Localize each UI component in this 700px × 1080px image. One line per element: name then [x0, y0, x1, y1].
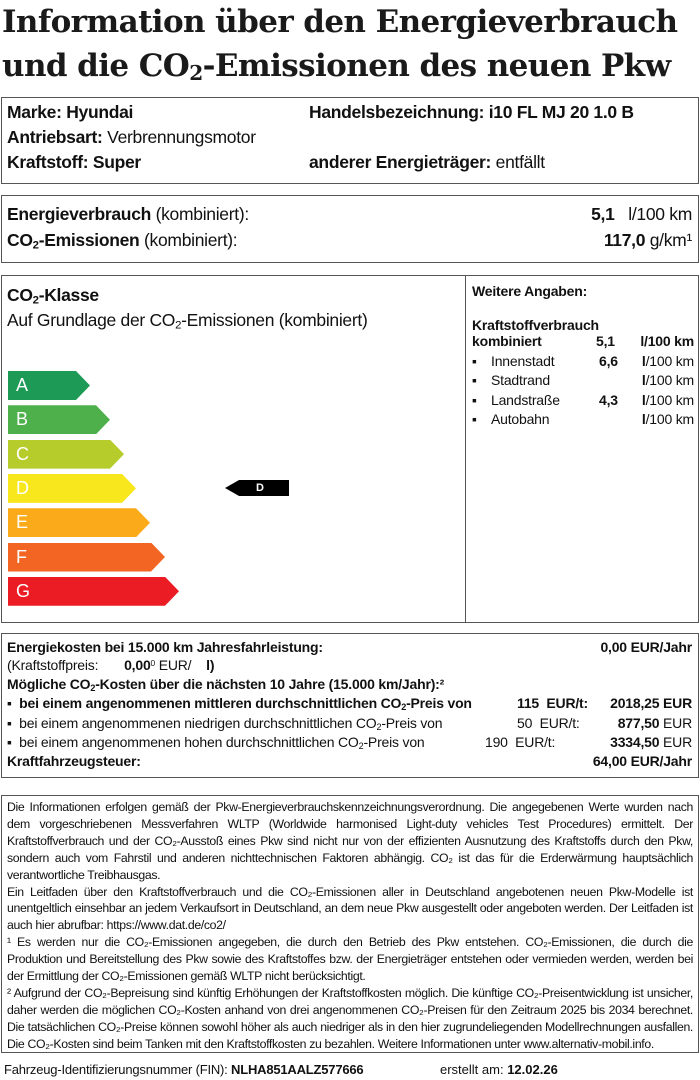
kraftstoff: Kraftstoff: Super: [7, 152, 141, 172]
current-class-label: D: [256, 482, 264, 494]
energieverbrauch-label: Energieverbrauch (kombiniert):: [7, 204, 249, 224]
co2-class-bar-e: E: [8, 508, 150, 537]
kraftstoffverbrauch-label: Kraftstoffverbrauch: [472, 317, 599, 333]
erstellt-am: erstellt am: 12.02.26: [440, 1062, 558, 1077]
fin: Fahrzeug-Identifizierungsnummer (FIN): N…: [4, 1062, 364, 1077]
current-class-marker: D: [225, 480, 289, 496]
co2-class-bar-c: C: [8, 440, 124, 469]
co2-class-subheading: Auf Grundlage der CO2-Emissionen (kombin…: [7, 310, 368, 332]
weitere-angaben: Weitere Angaben: Kraftstoffverbrauch kom…: [472, 283, 694, 431]
divider: [465, 276, 466, 622]
footnote-1: ¹ Es werden nur die CO₂-Emissionen angeg…: [7, 935, 693, 984]
kfz-steuer-label: Kraftfahrzeugsteuer:: [7, 753, 141, 769]
co2-class-bar-d: D: [8, 474, 136, 503]
energiekosten-value: 0,00 EUR/Jahr: [600, 639, 692, 655]
verbrauch-row: ▪ Stadtrand l/100 km: [472, 372, 694, 388]
anderer-energietraeger: anderer Energieträger: entfällt: [309, 152, 545, 172]
handelsbezeichnung: Handelsbezeichnung: i10 FL MJ 20 1.0 B: [309, 102, 634, 122]
co2-class-bar-f: F: [8, 543, 165, 572]
verbrauch-row: ▪ Landstraße 4,3 l/100 km: [472, 391, 694, 408]
antriebsart: Antriebsart: Verbrennungsmotor: [7, 127, 256, 147]
energiekosten-label: Energiekosten bei 15.000 km Jahresfahrle…: [7, 639, 323, 655]
marke: Marke: Hyundai: [7, 102, 134, 122]
co2-emissionen-label: CO2-Emissionen (kombiniert):: [7, 230, 238, 252]
consumption-box: Energieverbrauch (kombiniert): 5,1 l/100…: [1, 195, 699, 263]
note-info: Die Informationen erfolgen gemäß der Pkw…: [7, 800, 693, 882]
kombiniert-row: kombiniert 5,1 l/100 km: [472, 333, 694, 349]
vehicle-box: Marke: Hyundai Handelsbezeichnung: i10 F…: [1, 97, 699, 184]
footnote-2: ² Aufgrund der CO₂-Bepreisung sind künft…: [7, 985, 693, 1051]
page-title: Information über den Energieverbrauch un…: [2, 0, 678, 95]
co2-class-bar-g: G: [8, 577, 179, 606]
co2-kosten-heading: Mögliche CO2-Kosten über die nächsten 10…: [7, 676, 445, 693]
verbrauch-row: ▪ Autobahn l/100 km: [472, 411, 694, 427]
co2-class-bar-a: A: [8, 371, 90, 400]
verbrauch-row: ▪ Innenstadt 6,6 l/100 km: [472, 352, 694, 369]
co2-emissionen-value: 117,0 g/km¹: [603, 230, 692, 250]
notes-box: Die Informationen erfolgen gemäß der Pkw…: [1, 795, 699, 1053]
co2-class-bar-b: B: [8, 405, 110, 434]
title-line-2: und die CO2-Emissionen des neuen Pkw: [2, 48, 671, 86]
kraftstoffpreis: (Kraftstoffpreis: 0,000 EUR/ l): [7, 657, 215, 673]
title-line-1: Information über den Energieverbrauch: [2, 4, 678, 40]
note-leitfaden: Ein Leitfaden über den Kraftstoffverbrau…: [7, 884, 693, 933]
co2-class-heading: CO2-Klasse: [7, 285, 99, 307]
co2-class-box: CO2-Klasse Auf Grundlage der CO2-Emissio…: [1, 275, 699, 623]
weitere-heading: Weitere Angaben:: [472, 283, 588, 299]
energieverbrauch-value: 5,1 l/100 km: [591, 204, 692, 224]
kfz-steuer-value: 64,00 EUR/Jahr: [592, 753, 692, 769]
costs-box: Energiekosten bei 15.000 km Jahresfahrle…: [1, 633, 699, 778]
